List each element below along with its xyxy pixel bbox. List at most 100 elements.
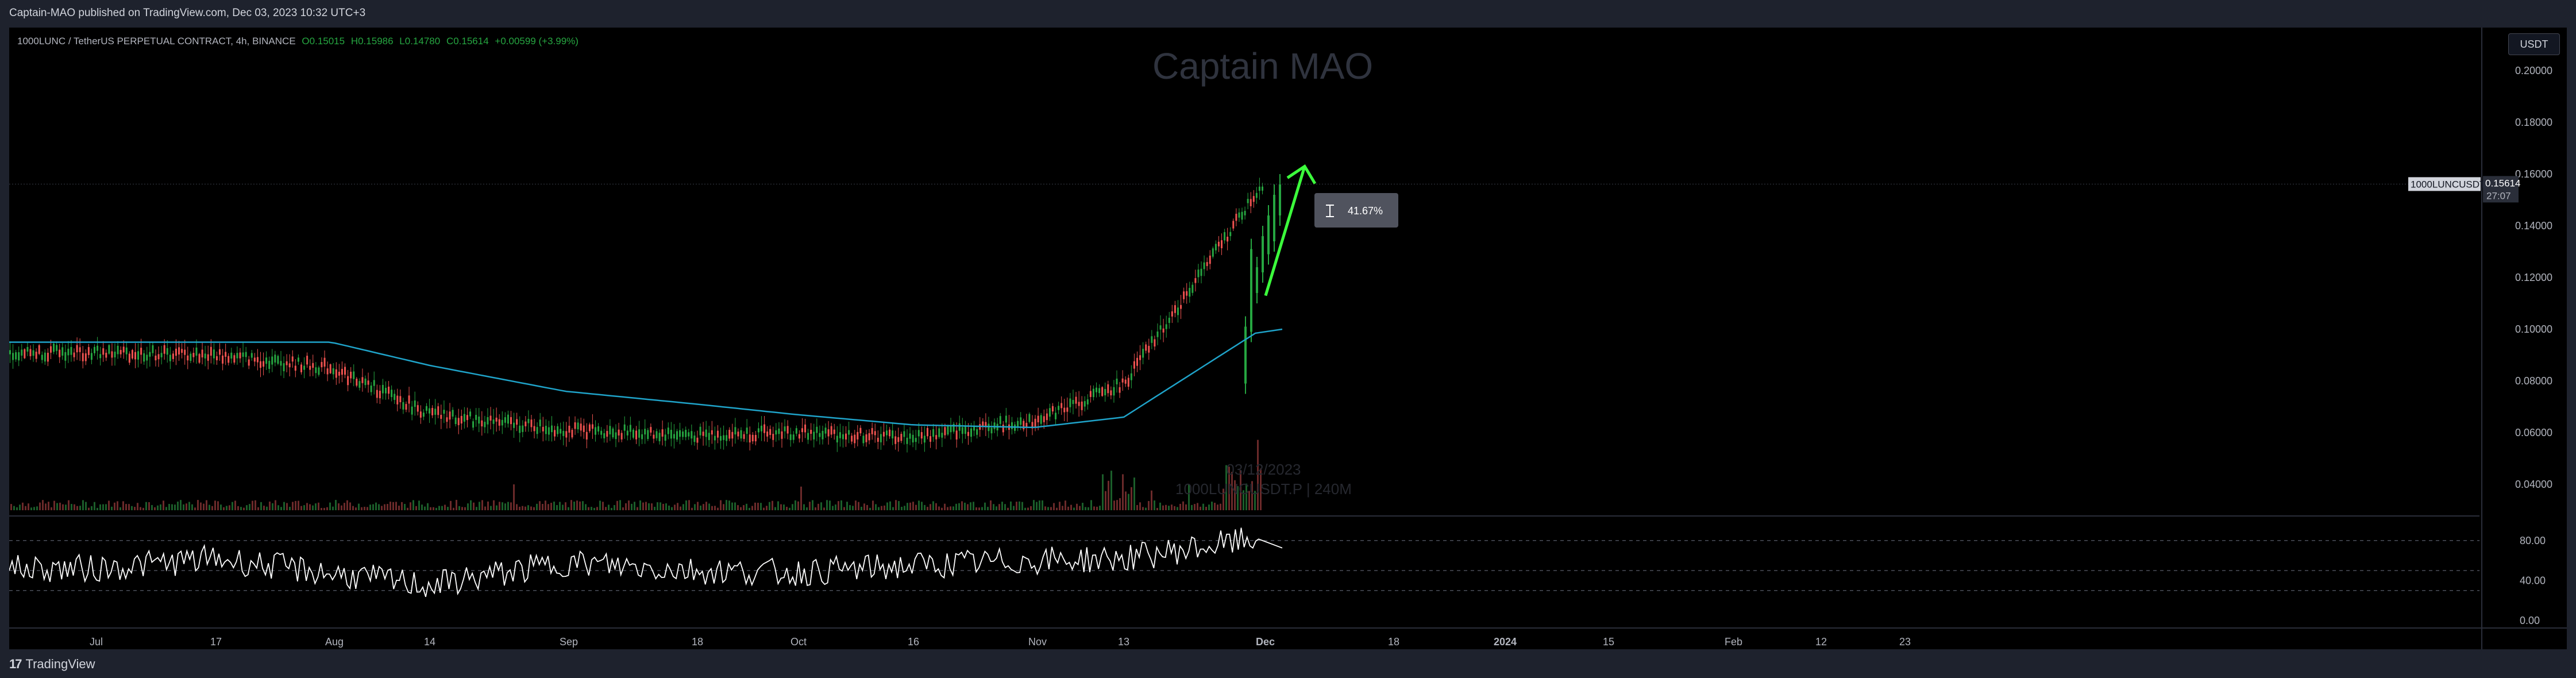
candle: [1083, 401, 1086, 407]
candle: [1183, 291, 1185, 299]
volume-bar: [516, 504, 518, 510]
volume-bar: [407, 507, 408, 510]
volume-bar: [1039, 500, 1040, 510]
candle: [1255, 192, 1258, 198]
candle: [70, 346, 72, 355]
candle: [1066, 407, 1069, 412]
volume-bar: [1217, 504, 1218, 510]
volume-bar: [323, 507, 325, 510]
chart-canvas[interactable]: 0.20000 0.18000 0.16000 0.14000 0.12000 0.100…: [9, 28, 2567, 649]
volume-bar: [754, 502, 756, 510]
candle: [350, 371, 352, 379]
volume-bar: [71, 504, 72, 510]
candle: [367, 380, 369, 385]
volume-bar: [904, 506, 905, 510]
volume-bar: [952, 506, 954, 510]
candle: [160, 353, 163, 357]
candle: [1238, 212, 1240, 218]
candle: [990, 427, 993, 434]
candle: [1031, 422, 1034, 429]
volume-bar: [611, 507, 612, 510]
candle: [1048, 408, 1051, 417]
volume-bar: [585, 504, 587, 510]
volume-bar: [909, 502, 911, 510]
volume-bar: [510, 502, 512, 510]
candle: [1096, 387, 1098, 392]
volume-bar: [772, 500, 773, 510]
candle: [798, 434, 800, 439]
candle: [288, 363, 291, 368]
candle: [667, 427, 669, 434]
candle: [746, 427, 748, 434]
volume-bar: [286, 503, 288, 510]
volume-bar: [1036, 502, 1038, 510]
volume-bar: [576, 500, 578, 510]
candle: [620, 433, 623, 440]
time-tick-label: 13: [1118, 636, 1129, 648]
candle: [277, 356, 279, 364]
candle: [213, 349, 215, 359]
volume-bar: [1223, 488, 1224, 510]
volume-bar: [780, 504, 782, 510]
volume-bar: [863, 503, 865, 510]
volume-bar: [924, 504, 925, 510]
candle: [417, 405, 419, 412]
volume-bar: [734, 502, 736, 510]
candle: [1203, 262, 1205, 269]
volume-bar: [481, 500, 483, 510]
currency-button[interactable]: USDT: [2508, 33, 2560, 55]
volume-bar: [456, 500, 457, 510]
volume-bar: [1088, 507, 1089, 510]
tradingview-logo[interactable]: 17 TradingView: [9, 657, 95, 672]
volume-bar: [978, 507, 980, 510]
candle: [143, 353, 145, 362]
volume-bar: [662, 503, 664, 510]
price-tick-label: 0.08000: [2515, 375, 2552, 387]
candle: [411, 406, 413, 415]
chart-pane[interactable]: 0.20000 0.18000 0.16000 0.14000 0.12000 0.100…: [9, 28, 2567, 649]
candle: [673, 434, 675, 439]
volume-bar: [1001, 502, 1003, 510]
volume-bar: [502, 502, 503, 510]
volume-bar: [657, 502, 658, 510]
candle: [1191, 284, 1194, 293]
candle: [230, 352, 233, 359]
candle: [283, 363, 285, 372]
volume-bar: [832, 506, 834, 510]
candle: [1209, 255, 1211, 264]
volume-bar: [1174, 506, 1175, 510]
volume-bar: [62, 504, 64, 510]
price-tick-label: 0.12000: [2515, 272, 2552, 283]
candle: [542, 426, 544, 432]
candle: [1171, 311, 1173, 317]
candle: [1055, 413, 1057, 419]
volume-bar: [570, 500, 572, 510]
volume-bar: [990, 500, 992, 510]
volume-bar: [843, 507, 845, 510]
volume-bar: [708, 503, 710, 510]
volume-bar: [705, 502, 707, 510]
published-info: Captain-MAO published on TradingView.com…: [9, 7, 366, 19]
candle: [728, 430, 731, 439]
volume-bar: [220, 504, 222, 510]
candle: [819, 433, 821, 437]
time-tick-label: 2024: [1494, 636, 1517, 648]
volume-bar: [682, 504, 684, 510]
candle: [1221, 240, 1223, 249]
volume-bar: [427, 503, 429, 510]
candle: [169, 355, 171, 361]
candle: [1227, 236, 1229, 242]
volume-bar: [211, 506, 213, 510]
candle: [516, 419, 518, 425]
volume-bar: [467, 503, 469, 510]
volume-bar: [134, 507, 136, 510]
candle: [1168, 318, 1170, 323]
volume-bar: [217, 501, 219, 510]
volume-bar: [91, 506, 92, 510]
candle: [612, 428, 614, 438]
volume-bar: [128, 504, 130, 510]
candle: [1043, 416, 1045, 422]
volume-bar: [1202, 503, 1204, 510]
volume-bar: [795, 500, 796, 510]
volume-bar: [493, 500, 495, 510]
